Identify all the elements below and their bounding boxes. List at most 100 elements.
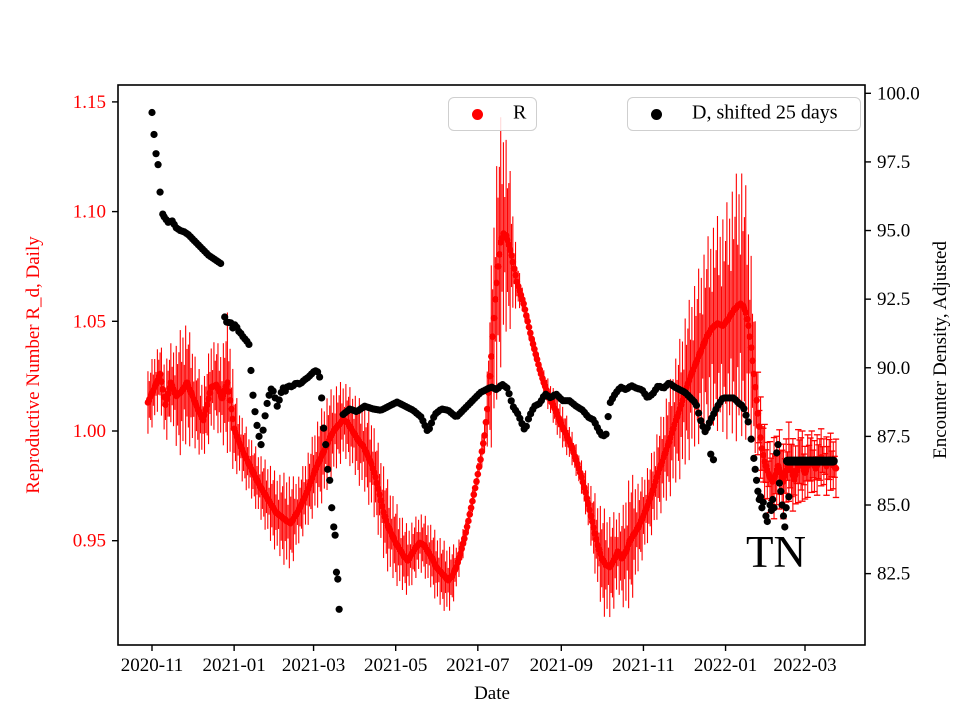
d-dot (425, 425, 433, 433)
d-dot (245, 340, 253, 349)
d-dot (326, 476, 334, 484)
r-mean-dot (587, 512, 595, 520)
r-mean-dot (489, 333, 496, 340)
d-dot (259, 426, 267, 434)
left-y-tick-label: 1.00 (73, 421, 106, 442)
r-mean-dot (465, 517, 472, 525)
r-mean-dot (229, 415, 237, 423)
r-mean-dot (493, 279, 500, 287)
right-y-axis-title: Encounter Density, Adjusted (930, 241, 951, 459)
r-mean-dot (496, 251, 503, 258)
d-dot (275, 396, 283, 404)
legend-r-marker-icon (472, 109, 483, 120)
d-dot (269, 387, 277, 395)
r-mean-dot (525, 323, 533, 331)
r-mean-dot (202, 406, 210, 414)
r-mean-dot (470, 491, 478, 498)
r-mean-dot (759, 451, 767, 459)
d-dot (604, 413, 612, 421)
r-mean-dot (747, 344, 755, 351)
r-mean-dot (226, 396, 234, 404)
r-mean-dot (533, 356, 541, 363)
right-y-tick-label: 95.0 (877, 221, 910, 242)
r-mean-dot (590, 524, 597, 531)
r-mean-dot (224, 379, 231, 387)
d-dot (773, 449, 781, 457)
r-mean-dot (535, 361, 542, 368)
r-mean-dot (758, 445, 766, 452)
right-y-tick-label: 87.5 (877, 426, 910, 447)
d-dot (762, 512, 770, 520)
r-mean-dot (162, 401, 169, 408)
r-mean-dot (467, 504, 475, 512)
r-mean-dot (591, 530, 599, 537)
r-mean-dot (583, 494, 591, 502)
r-mean-dot (505, 241, 513, 248)
r-mean-dot (757, 434, 764, 441)
r-mean-dot (832, 464, 840, 472)
x-tick-label: 2020-11 (121, 655, 184, 676)
r-mean-dot (751, 383, 759, 391)
r-mean-dot (754, 410, 762, 417)
r-mean-dot (588, 518, 596, 525)
r-mean-dot (494, 263, 502, 270)
d-dot (505, 390, 513, 398)
d-dot (249, 391, 257, 399)
r-mean-dot (584, 500, 592, 508)
r-mean-dot (228, 405, 235, 413)
r-mean-dot (471, 484, 479, 492)
d-dot (152, 150, 160, 158)
r-mean-dot (159, 386, 167, 393)
r-mean-dot (582, 489, 589, 496)
d-dot (522, 422, 530, 430)
d-dot (330, 523, 338, 531)
r-mean-dot (377, 497, 385, 504)
d-dot (763, 517, 771, 526)
r-mean-dot (474, 470, 482, 478)
d-dot (692, 401, 701, 409)
d-dot (427, 419, 436, 427)
d-dot (156, 188, 164, 196)
r-mean-dot (374, 485, 382, 493)
r-mean-dot (466, 511, 474, 518)
r-mean-dot (463, 523, 471, 531)
r-mean-dot (477, 456, 484, 463)
d-dot (331, 531, 339, 539)
annotation-tn: TN (746, 527, 806, 577)
r-mean-dot (373, 479, 381, 487)
d-dot (324, 465, 332, 473)
legend-box-d: D, shifted 25 days (627, 97, 861, 131)
d-dot (261, 412, 269, 420)
r-mean-dot (473, 478, 480, 485)
legend-r-label: R (513, 101, 527, 124)
x-tick-label: 2022-01 (694, 655, 757, 676)
r-mean-dot (199, 416, 207, 424)
legend-box-r: R (448, 97, 537, 131)
d-dot (707, 450, 715, 458)
d-dot (150, 130, 158, 139)
d-dot (752, 476, 761, 484)
d-dot (744, 418, 752, 426)
r-mean-dot (528, 335, 535, 343)
r-mean-dot (742, 309, 750, 316)
d-dot (322, 441, 330, 449)
r-mean-dot (376, 491, 383, 498)
r-mean-dot (521, 306, 529, 313)
right-y-tick-label: 85.0 (877, 495, 910, 516)
r-mean-dot (522, 312, 530, 319)
d-dot (770, 504, 778, 512)
r-mean-dot (459, 540, 467, 547)
d-dot (251, 408, 259, 416)
legend-d-marker-icon (651, 109, 662, 120)
r-mean-dot (164, 390, 172, 398)
r-mean-dot (158, 378, 165, 385)
r-mean-dot (479, 440, 487, 447)
r-mean-dot (579, 478, 587, 486)
d-dot (695, 409, 703, 417)
right-y-tick-label: 97.5 (877, 152, 910, 173)
x-axis-title: Date (474, 683, 510, 704)
r-mean-dot (490, 314, 498, 322)
d-dot (774, 441, 782, 449)
d-dot (253, 421, 261, 430)
x-tick-label: 2021-05 (364, 655, 427, 676)
